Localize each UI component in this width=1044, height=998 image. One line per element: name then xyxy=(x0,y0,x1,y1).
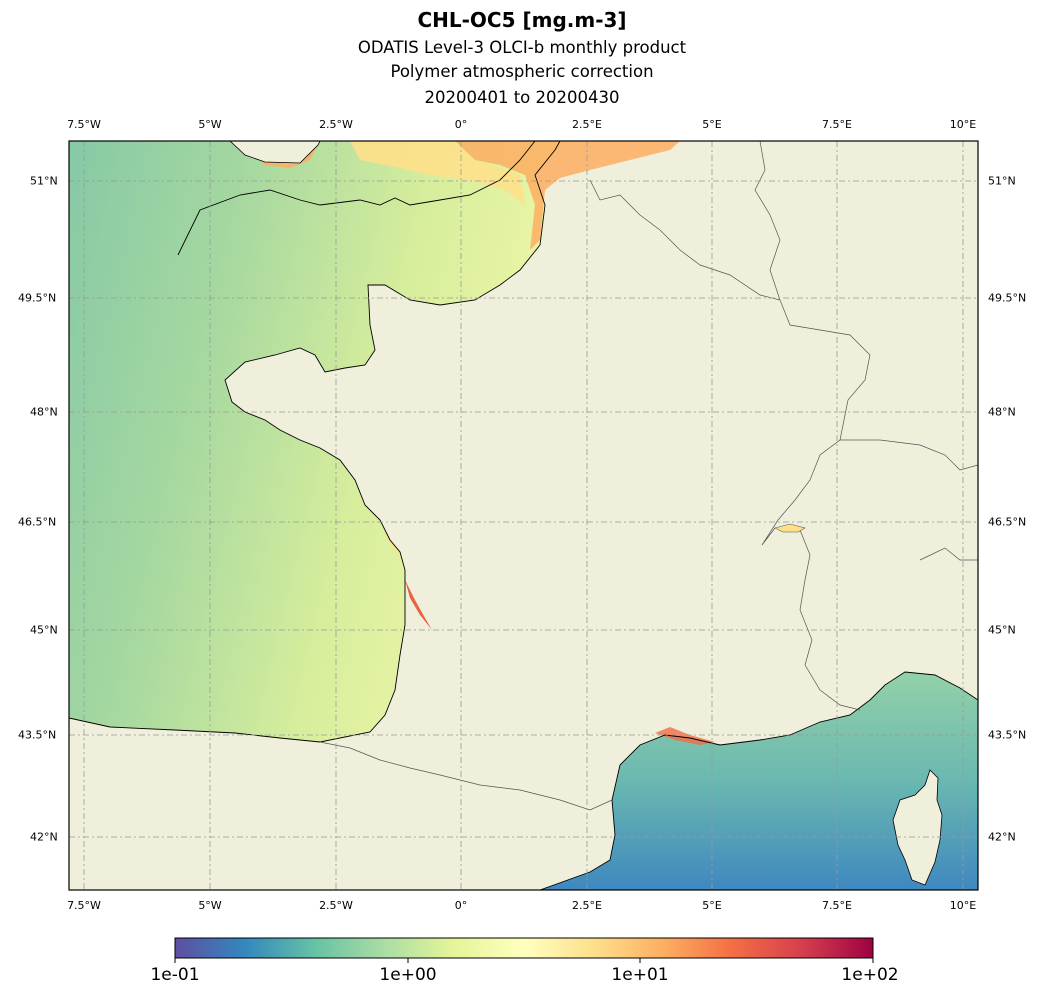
map-subtitle-product: ODATIS Level-3 OLCI-b monthly product xyxy=(357,38,687,57)
lon-tick-top: 0° xyxy=(454,118,468,131)
colorbar-ticks xyxy=(174,958,874,963)
lon-tick-bottom: 2.5°W xyxy=(319,899,353,912)
map-frame xyxy=(68,140,979,891)
lat-tick-right: 49.5°N xyxy=(988,291,1027,305)
lat-tick-right: 51°N xyxy=(988,174,1016,188)
england-coastline xyxy=(177,141,536,256)
colorbar-tick-label: 1e+01 xyxy=(611,965,669,985)
corsica-island xyxy=(892,769,943,886)
lat-tick-left: 43.5°N xyxy=(18,728,57,742)
colorbar-tick-label: 1e+00 xyxy=(379,965,437,985)
lat-tick-left: 45°N xyxy=(30,623,58,637)
lat-tick-right: 45°N xyxy=(988,623,1016,637)
national-borders xyxy=(319,141,978,811)
lon-tick-top: 5°E xyxy=(702,118,722,131)
lon-tick-bottom: 10°E xyxy=(949,899,977,912)
lat-tick-right: 46.5°N xyxy=(988,515,1027,529)
lon-tick-top: 5°W xyxy=(198,118,222,131)
lat-tick-left: 49.5°N xyxy=(18,291,57,305)
map-subtitle-correction: Polymer atmospheric correction xyxy=(390,62,654,81)
france-coastline xyxy=(69,141,561,743)
lon-tick-bottom: 5°W xyxy=(198,899,222,912)
lat-tick-left: 51°N xyxy=(30,174,58,188)
map-gridlines xyxy=(69,141,978,890)
lat-tick-left: 42°N xyxy=(30,830,58,844)
lon-tick-bottom: 0° xyxy=(454,899,468,912)
lon-tick-top: 7.5°W xyxy=(67,118,101,131)
england-land xyxy=(69,141,330,164)
lon-tick-bottom: 7.5°E xyxy=(822,899,852,912)
colorbar-tick-label: 1e-01 xyxy=(150,965,200,985)
mediterranean-coastline xyxy=(539,671,978,890)
map-subtitle-dates: 20200401 to 20200430 xyxy=(424,88,620,107)
lat-tick-right: 43.5°N xyxy=(988,728,1027,742)
lat-tick-right: 42°N xyxy=(988,830,1016,844)
lon-tick-top: 2.5°E xyxy=(572,118,602,131)
colorbar-tick-label: 1e+02 xyxy=(841,965,899,985)
colorbar xyxy=(174,937,874,959)
north-sea-yellow-waters xyxy=(350,141,525,205)
lon-tick-top: 2.5°W xyxy=(319,118,353,131)
lon-tick-top: 7.5°E xyxy=(822,118,852,131)
lon-tick-bottom: 7.5°W xyxy=(67,899,101,912)
lon-tick-top: 10°E xyxy=(949,118,977,131)
lon-tick-bottom: 5°E xyxy=(702,899,722,912)
mediterranean-sea-area xyxy=(540,672,978,890)
lat-tick-left: 48°N xyxy=(30,405,58,419)
lat-tick-left: 46.5°N xyxy=(18,515,57,529)
map-title: CHL-OC5 [mg.m-3] xyxy=(417,8,627,32)
lake-geneva xyxy=(774,523,806,533)
atlantic-ocean-area xyxy=(69,141,560,742)
lat-tick-right: 48°N xyxy=(988,405,1016,419)
lon-tick-bottom: 2.5°E xyxy=(572,899,602,912)
